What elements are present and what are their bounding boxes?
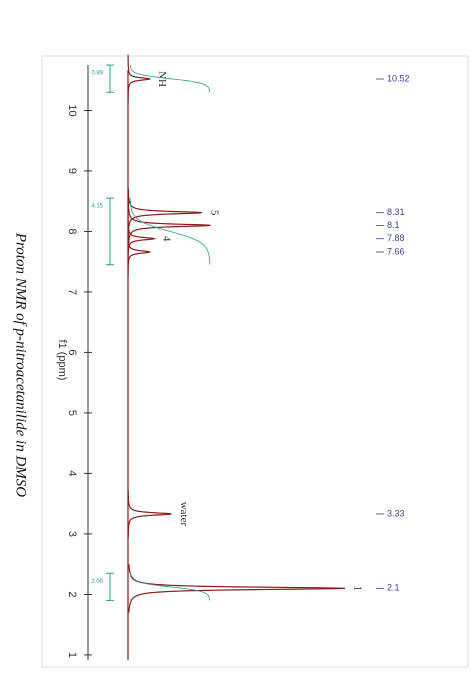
tick-label: 3 [66, 531, 78, 537]
tick-label: 4 [66, 470, 78, 476]
shift-label: 7.66 [387, 246, 405, 256]
tick-label: 9 [66, 168, 78, 174]
tick-label: 10 [66, 104, 78, 116]
peak [127, 227, 152, 277]
shift-label: 7.88 [387, 233, 405, 243]
peak-label: NH [156, 71, 168, 87]
peak-label: 4 [161, 236, 173, 242]
integral-label: 2.00 [91, 579, 103, 585]
tick-label: 6 [66, 349, 78, 355]
shift-label: 8.31 [387, 207, 405, 217]
tick-label: 7 [66, 289, 78, 295]
peak-label: 5 [208, 210, 220, 216]
peak-label: water [178, 502, 190, 527]
frame [41, 55, 469, 668]
caption: Proton NMR of p-nitroacetanilide in DMSO [13, 232, 29, 497]
shift-label: 10.52 [387, 73, 410, 83]
tick-label: 8 [66, 228, 78, 234]
shift-label: 2.1 [387, 583, 400, 593]
peak [127, 201, 211, 250]
integral-curve [129, 573, 211, 601]
shift-label: 8.1 [387, 220, 400, 230]
integral-label: 0.89 [91, 71, 103, 77]
peak [127, 214, 157, 263]
tick-label: 1 [66, 652, 78, 658]
peak [127, 489, 172, 539]
axis-title: f1 (ppm) [56, 340, 68, 381]
integral-label: 4.15 [91, 204, 103, 210]
peak [128, 564, 346, 613]
integral-curve [129, 65, 211, 93]
peak-label: 1 [351, 586, 363, 592]
tick-label: 2 [66, 591, 78, 597]
shift-label: 3.33 [387, 508, 405, 518]
integral-curve [129, 198, 211, 265]
peak [127, 54, 152, 104]
tick-label: 5 [66, 410, 78, 416]
